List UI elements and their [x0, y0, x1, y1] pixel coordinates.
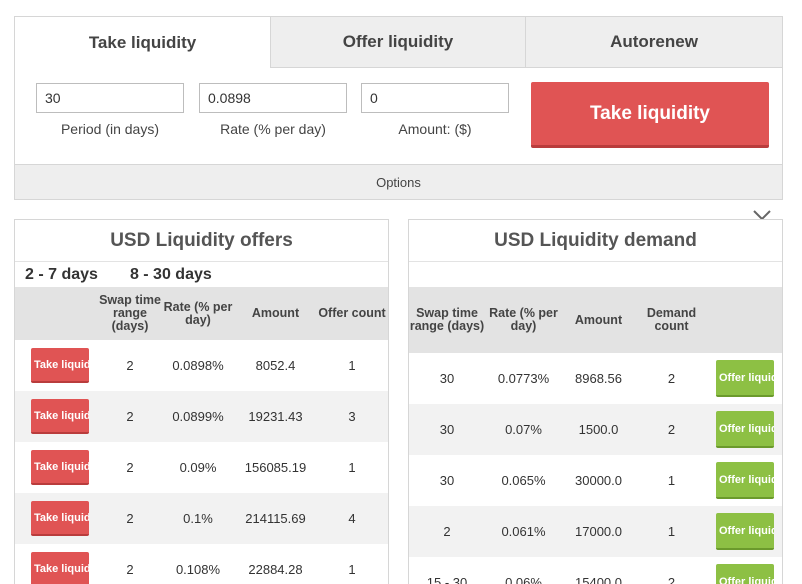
cell-rate: 0.065% [501, 473, 546, 488]
cell-count: 4 [348, 511, 356, 526]
cell-rate: 0.09% [179, 460, 217, 475]
offer-liquidity-row-button[interactable]: Offer liquidity [716, 462, 774, 499]
cell-rate: 0.06% [505, 575, 542, 584]
cell-rate: 0.0773% [497, 371, 550, 386]
amount-field: Amount: ($) [361, 83, 509, 137]
period-label: Period (in days) [60, 121, 160, 137]
cell-rate: 0.061% [501, 524, 546, 539]
cell-amount: 19231.43 [248, 409, 303, 424]
offers-header-range: Swap time range (days) [99, 293, 161, 333]
offers-header-rate: Rate (% per day) [163, 299, 233, 327]
demand-panel: USD Liquidity demand Swap time range (da… [408, 219, 783, 584]
cell-count: 2 [667, 422, 676, 437]
rate-input[interactable] [199, 83, 347, 113]
cell-range: 2 [126, 358, 134, 373]
cell-amount: 1500.0 [578, 422, 619, 437]
demand-header-rate: Rate (% per day) [489, 306, 558, 333]
demand-header-count: Demand count [646, 306, 697, 333]
cell-range: 2 [126, 460, 134, 475]
cell-rate: 0.0898% [172, 358, 224, 373]
table-row: Take liquidity 2 0.09% 156085.19 1 [15, 442, 388, 493]
cell-rate: 0.0899% [172, 409, 224, 424]
table-row: 2 0.061% 17000.0 1 Offer liquidity [409, 506, 782, 557]
cell-range: 2 [126, 562, 134, 577]
rate-field: Rate (% per day) [199, 83, 347, 137]
liquidity-form-panel: Take liquidity Offer liquidity Autorenew… [14, 16, 783, 200]
cell-count: 1 [348, 562, 356, 577]
range-filter-long[interactable]: 8 - 30 days [129, 265, 212, 283]
offer-liquidity-row-button[interactable]: Offer liquidity [716, 411, 774, 448]
cell-count: 1 [667, 524, 676, 539]
cell-count: 3 [348, 409, 356, 424]
offers-header-amount: Amount [251, 306, 300, 320]
table-row: Take liquidity 2 0.1% 214115.69 4 [15, 493, 388, 544]
offer-liquidity-row-button[interactable]: Offer liquidity [716, 513, 774, 550]
cell-amount: 30000.0 [575, 473, 622, 488]
take-liquidity-row-button[interactable]: Take liquidity [31, 552, 89, 584]
table-row: 30 0.07% 1500.0 2 Offer liquidity [409, 404, 782, 455]
cell-count: 1 [667, 473, 676, 488]
take-liquidity-row-button[interactable]: Take liquidity [31, 450, 89, 485]
take-liquidity-row-button[interactable]: Take liquidity [31, 348, 89, 383]
period-input[interactable] [36, 83, 184, 113]
demand-table-body: 30 0.0773% 8968.56 2 Offer liquidity 30 … [409, 353, 782, 584]
tab-offer-liquidity[interactable]: Offer liquidity [270, 17, 525, 68]
demand-title: USD Liquidity demand [409, 220, 782, 262]
cell-amount: 8968.56 [575, 371, 622, 386]
offers-title: USD Liquidity offers [15, 220, 388, 262]
amount-input[interactable] [361, 83, 509, 113]
offers-panel: USD Liquidity offers 2 - 7 days 8 - 30 d… [14, 219, 389, 584]
take-liquidity-row-button[interactable]: Take liquidity [31, 399, 89, 434]
cell-count: 2 [667, 575, 676, 584]
cell-range: 15 - 30 [426, 575, 468, 584]
cell-rate: 0.07% [505, 422, 542, 437]
cell-rate: 0.108% [175, 562, 221, 577]
cell-amount: 22884.28 [248, 562, 303, 577]
tab-take-liquidity[interactable]: Take liquidity [15, 17, 270, 68]
cell-count: 1 [348, 358, 356, 373]
offers-range-filters: 2 - 7 days 8 - 30 days [15, 262, 388, 287]
table-row: Take liquidity 2 0.108% 22884.28 1 [15, 544, 388, 584]
period-field: Period (in days) [36, 83, 184, 137]
options-toggle[interactable]: Options [15, 164, 782, 199]
take-liquidity-button[interactable]: Take liquidity [531, 82, 769, 148]
cell-rate: 0.1% [183, 511, 213, 526]
offer-liquidity-row-button[interactable]: Offer liquidity [716, 564, 774, 584]
tab-autorenew[interactable]: Autorenew [525, 17, 782, 68]
cell-amount: 8052.4 [255, 358, 296, 373]
cell-range: 2 [443, 524, 451, 539]
cell-range: 2 [126, 511, 134, 526]
demand-header-range: Swap time range (days) [409, 306, 485, 333]
cell-amount: 156085.19 [244, 460, 307, 475]
table-row: 30 0.065% 30000.0 1 Offer liquidity [409, 455, 782, 506]
table-row: 30 0.0773% 8968.56 2 Offer liquidity [409, 353, 782, 404]
offer-liquidity-row-button[interactable]: Offer liquidity [716, 360, 774, 397]
amount-label: Amount: ($) [398, 121, 472, 137]
range-filter-short[interactable]: 2 - 7 days [25, 265, 98, 283]
offers-table-body: Take liquidity 2 0.0898% 8052.4 1 Take l… [15, 340, 388, 584]
demand-header-amount: Amount [574, 312, 623, 327]
cell-range: 2 [126, 409, 134, 424]
offers-table-header: Swap time range (days) Rate (% per day) … [15, 287, 388, 340]
cell-range: 30 [439, 473, 455, 488]
cell-count: 2 [667, 371, 676, 386]
offers-header-count: Offer count [318, 306, 386, 320]
tab-bar: Take liquidity Offer liquidity Autorenew [15, 17, 782, 68]
cell-amount: 214115.69 [245, 511, 306, 526]
take-liquidity-row-button[interactable]: Take liquidity [31, 501, 89, 536]
demand-table-header: Swap time range (days) Rate (% per day) … [409, 287, 782, 353]
table-row: Take liquidity 2 0.0899% 19231.43 3 [15, 391, 388, 442]
table-row: Take liquidity 2 0.0898% 8052.4 1 [15, 340, 388, 391]
rate-label: Rate (% per day) [220, 121, 326, 137]
cell-amount: 17000.0 [575, 524, 622, 539]
table-row: 15 - 30 0.06% 15400.0 2 Offer liquidity [409, 557, 782, 584]
cell-amount: 15400.0 [575, 575, 622, 584]
cell-count: 1 [348, 460, 356, 475]
cell-range: 30 [439, 422, 455, 437]
cell-range: 30 [439, 371, 455, 386]
